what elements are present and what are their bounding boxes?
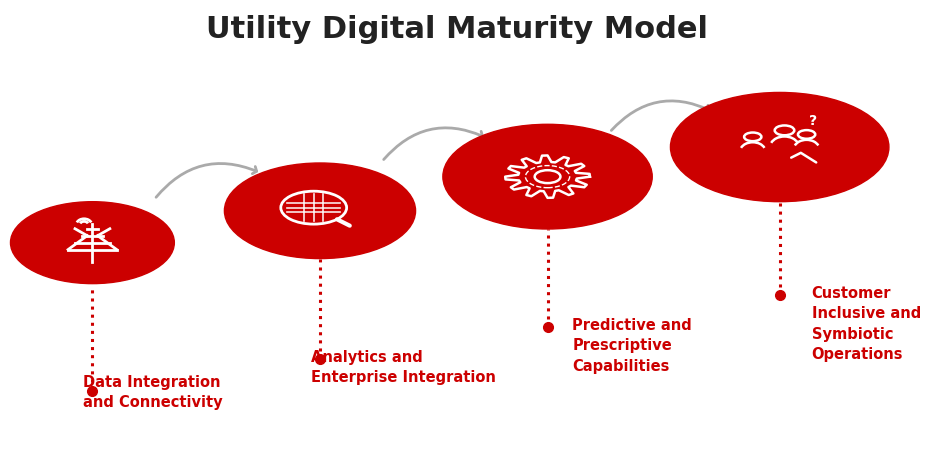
Text: Utility Digital Maturity Model: Utility Digital Maturity Model xyxy=(205,15,707,44)
Text: Predictive and
Prescriptive
Capabilities: Predictive and Prescriptive Capabilities xyxy=(572,318,691,374)
Circle shape xyxy=(443,124,652,229)
Circle shape xyxy=(224,163,415,259)
Text: Analytics and
Enterprise Integration: Analytics and Enterprise Integration xyxy=(311,349,495,385)
Text: Data Integration
and Connectivity: Data Integration and Connectivity xyxy=(83,375,223,410)
Circle shape xyxy=(10,202,174,284)
Text: Customer
Inclusive and
Symbiotic
Operations: Customer Inclusive and Symbiotic Operati… xyxy=(812,286,920,362)
Circle shape xyxy=(671,93,889,202)
Text: ?: ? xyxy=(809,114,818,128)
